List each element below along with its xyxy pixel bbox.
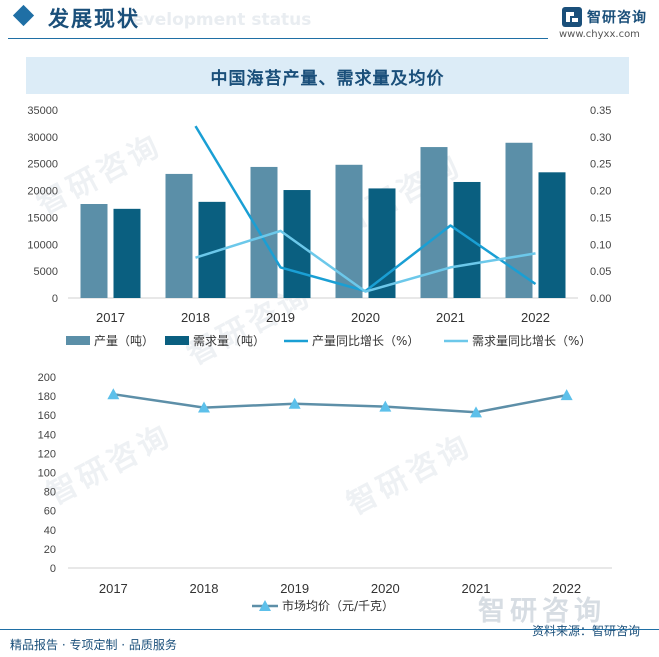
- x-tick-label: 2020: [371, 581, 400, 596]
- demand-growth-line: [195, 229, 536, 293]
- footer-divider: [0, 629, 659, 630]
- y-tick-label: 60: [44, 506, 56, 518]
- legend-label: 产量同比增长（%）: [312, 334, 419, 348]
- y-tick-label: 160: [38, 410, 56, 422]
- legend-swatch: [66, 336, 90, 345]
- y2-tick-label: 0.10: [590, 239, 611, 251]
- y-tick-label: 0: [52, 293, 58, 305]
- y-tick-label: 0: [50, 563, 56, 575]
- x-tick-label: 2021: [462, 581, 491, 596]
- y-tick-label: 15000: [27, 212, 58, 224]
- y-tick-label: 40: [44, 525, 56, 537]
- y2-tick-label: 0.15: [590, 212, 611, 224]
- y-tick-label: 100: [38, 468, 56, 480]
- production-growth-line: [194, 125, 537, 293]
- y-tick-label: 180: [38, 391, 56, 403]
- x-tick-label: 2017: [96, 310, 125, 325]
- footer-tagline: 精品报告 · 专项定制 · 品质服务: [10, 638, 177, 652]
- price-marker: [198, 401, 210, 413]
- y-tick-label: 30000: [27, 132, 58, 144]
- y-tick-label: 5000: [34, 266, 58, 278]
- price-marker: [288, 397, 301, 409]
- production-bar: [80, 204, 108, 298]
- page-header: Development status 发展现状 智研咨询 www.chyxx.c…: [0, 0, 659, 40]
- y2-tick-label: 0.20: [590, 186, 611, 198]
- demand-bar: [453, 181, 481, 298]
- x-tick-label: 2022: [521, 310, 550, 325]
- price-line: [113, 392, 567, 414]
- y2-tick-label: 0.30: [590, 132, 611, 144]
- y2-tick-label: 0.25: [590, 159, 611, 171]
- x-tick-label: 2018: [181, 310, 210, 325]
- x-tick-label: 2019: [280, 581, 309, 596]
- legend-label: 市场均价（元/千克）: [282, 598, 394, 613]
- legend-label: 产量（吨）: [94, 334, 154, 348]
- x-tick-label: 2018: [190, 581, 219, 596]
- demand-bar: [113, 208, 141, 298]
- demand-bar: [538, 172, 566, 298]
- header-divider: [8, 38, 548, 39]
- production-bar: [335, 164, 363, 298]
- production-bar: [505, 142, 533, 298]
- x-tick-label: 2022: [552, 581, 581, 596]
- price-marker: [560, 389, 573, 401]
- header-subtitle: Development status: [118, 10, 312, 30]
- x-tick-label: 2020: [351, 310, 380, 325]
- x-tick-label: 2021: [436, 310, 465, 325]
- source-note: 资料来源：智研咨询: [532, 624, 641, 638]
- chart-title: 中国海苔产量、需求量及均价: [210, 69, 445, 89]
- y2-tick-label: 0.05: [590, 266, 611, 278]
- y-tick-label: 10000: [27, 239, 58, 251]
- x-tick-label: 2017: [99, 581, 128, 596]
- y-tick-label: 20: [44, 544, 56, 556]
- legend-swatch: [165, 336, 189, 345]
- production-bar: [165, 173, 193, 298]
- y2-tick-label: 0.35: [590, 105, 611, 117]
- price-marker: [107, 388, 120, 400]
- price-marker: [470, 406, 482, 418]
- x-tick-label: 2019: [266, 310, 295, 325]
- legend-label: 需求量（吨）: [193, 334, 265, 348]
- logo-name: 智研咨询: [587, 10, 647, 26]
- y-tick-label: 200: [38, 372, 56, 384]
- logo-watermark: 智研咨询: [478, 596, 606, 627]
- y-tick-label: 35000: [27, 105, 58, 117]
- demand-bar: [368, 188, 396, 298]
- price-marker: [379, 400, 392, 412]
- header-title: 发展现状: [48, 7, 140, 31]
- legend-label: 需求量同比增长（%）: [472, 334, 591, 348]
- logo-url: www.chyxx.com: [559, 29, 640, 40]
- logo-icon: [562, 7, 582, 27]
- legend-marker: [259, 600, 271, 611]
- y-tick-label: 120: [38, 448, 56, 460]
- y-tick-label: 80: [44, 487, 56, 499]
- y2-tick-label: 0.00: [590, 293, 611, 305]
- chart-title-band: 中国海苔产量、需求量及均价: [26, 57, 629, 94]
- y-tick-label: 20000: [27, 186, 58, 198]
- y-tick-label: 140: [38, 429, 56, 441]
- y-tick-label: 25000: [27, 159, 58, 171]
